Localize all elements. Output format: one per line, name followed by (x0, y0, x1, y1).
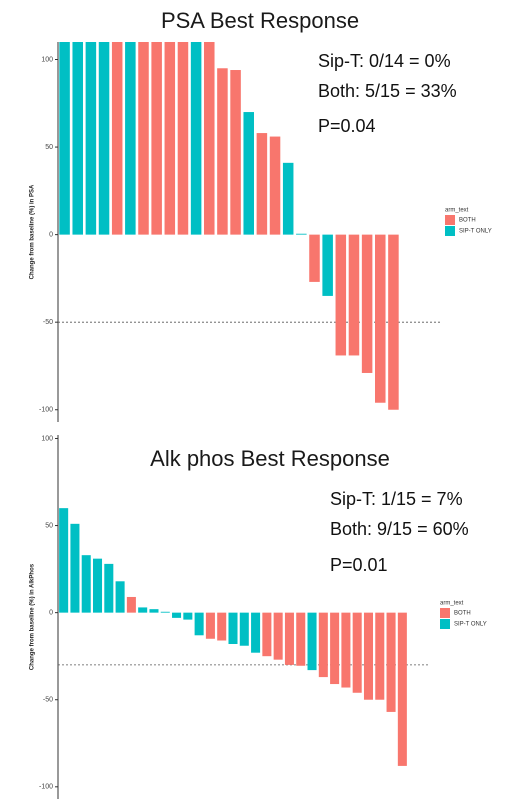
bar (348, 234, 360, 356)
legend-label: SIP-T ONLY (459, 229, 492, 235)
bar (397, 612, 407, 766)
annotation: Sip-T: 1/15 = 7% (330, 489, 463, 509)
bar (375, 612, 385, 700)
bar (284, 612, 294, 665)
bar (296, 233, 307, 235)
bar (85, 42, 97, 235)
bar (72, 42, 83, 235)
bar (138, 42, 149, 235)
y-tick-label: -100 (39, 407, 53, 414)
y-tick-label: 0 (49, 231, 53, 238)
bar (228, 612, 238, 644)
y-tick-label: 100 (41, 56, 53, 63)
bar (330, 612, 340, 685)
bar (217, 612, 227, 641)
bar (126, 596, 136, 613)
legend-swatch (440, 619, 450, 629)
bar (59, 42, 70, 235)
legend-label: SIP-T ONLY (454, 622, 487, 628)
annotation: Both: 5/15 = 33% (318, 81, 457, 101)
bar (160, 611, 170, 613)
bar (239, 612, 249, 646)
bar (388, 234, 399, 410)
bar (149, 609, 159, 613)
bar (309, 234, 320, 282)
bar (177, 42, 189, 235)
bar (125, 42, 136, 235)
bar (190, 42, 202, 235)
bar (138, 607, 148, 613)
annotation: Sip-T: 0/14 = 0% (318, 51, 451, 71)
annotation: Both: 9/15 = 60% (330, 519, 469, 539)
bar (341, 612, 351, 688)
bar (282, 162, 294, 235)
bar (296, 612, 306, 666)
bar (104, 563, 114, 613)
legend-title: arm_text (445, 208, 469, 214)
bar (217, 68, 228, 235)
bar (115, 581, 125, 613)
legend-label: BOTH (454, 611, 471, 617)
chart-title: Alk phos Best Response (150, 446, 390, 471)
y-tick-label: 50 (45, 522, 53, 529)
y-axis-label: Change from baseline (%) in AlkPhos (30, 563, 36, 670)
bar (386, 612, 396, 712)
chart-title: PSA Best Response (161, 8, 359, 33)
legend-label: BOTH (459, 218, 476, 224)
bar (230, 70, 241, 235)
bar (262, 612, 272, 657)
y-tick-label: -100 (39, 784, 53, 791)
y-tick-label: 0 (49, 609, 53, 616)
bar (307, 612, 317, 671)
bar (322, 234, 333, 296)
bar (59, 508, 69, 613)
bar (183, 612, 193, 620)
bar (251, 612, 261, 653)
legend-title: arm_text (440, 601, 464, 607)
legend-swatch (445, 226, 455, 236)
bar (243, 112, 254, 235)
bar (172, 612, 182, 618)
bar (81, 555, 91, 613)
legend-swatch (445, 215, 455, 225)
bar (256, 133, 268, 235)
y-tick-label: -50 (43, 319, 53, 326)
bar (194, 612, 204, 636)
y-tick-label: -50 (43, 697, 53, 704)
bar (352, 612, 362, 693)
bar (375, 234, 386, 403)
bar (335, 234, 347, 356)
bar (363, 612, 373, 700)
bar (318, 612, 328, 678)
bar (164, 42, 176, 235)
annotation: P=0.04 (318, 116, 376, 136)
bar (273, 612, 283, 660)
bar (70, 523, 80, 613)
annotation: P=0.01 (330, 555, 388, 575)
bar (98, 42, 110, 235)
bar (205, 612, 215, 639)
y-tick-label: 100 (41, 435, 53, 442)
bar (361, 234, 373, 373)
legend-swatch (440, 608, 450, 618)
y-tick-label: 50 (45, 144, 53, 151)
bar (269, 136, 281, 235)
y-axis-label: Change from baseline (%) in PSA (30, 184, 36, 279)
bar (93, 558, 103, 613)
bar (151, 42, 162, 235)
bar (204, 42, 215, 235)
bar (111, 42, 123, 235)
